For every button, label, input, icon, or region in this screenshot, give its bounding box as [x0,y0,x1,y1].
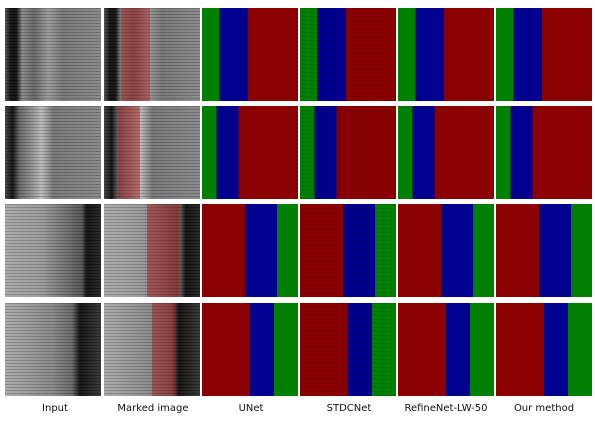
segmentation-mask [398,303,494,396]
noise [300,106,396,199]
input-image [5,106,101,199]
laser-mark [118,106,141,199]
segmentation-mask [202,204,298,297]
marked-image [104,106,200,199]
column-label: STDCNet [326,403,372,414]
column-label: RefineNet-LW-50 [404,403,488,414]
input-image [5,204,101,297]
column-label: Marked image [117,403,189,414]
segmentation-mask [300,303,396,396]
segmentation-mask [300,8,396,101]
laser-mark [152,303,176,396]
marked-image [104,8,200,101]
segmentation-mask [202,303,298,396]
input-image [5,8,101,101]
column-label: Input [42,403,68,414]
texture [104,106,200,199]
segmentation-mask [202,106,298,199]
segmentation-mask [398,106,494,199]
texture [5,106,101,199]
noise [300,303,396,396]
texture [104,303,200,396]
column-label: Our method [513,403,575,414]
texture [5,204,101,297]
marked-image [104,204,200,297]
segmentation-mask [496,303,592,396]
segmentation-mask [300,204,396,297]
texture [104,8,200,101]
texture [104,204,200,297]
segmentation-mask [496,204,592,297]
segmentation-mask [398,204,494,297]
segmentation-mask [202,8,298,101]
noise [300,204,396,297]
segmentation-mask [300,106,396,199]
noise [300,8,396,101]
segmentation-mask [398,8,494,101]
segmentation-mask [496,8,592,101]
input-image [5,303,101,396]
laser-mark [121,8,151,101]
column-label: UNet [238,403,264,414]
texture [5,8,101,101]
laser-mark [147,204,179,297]
texture [5,303,101,396]
marked-image [104,303,200,396]
segmentation-mask [496,106,592,199]
